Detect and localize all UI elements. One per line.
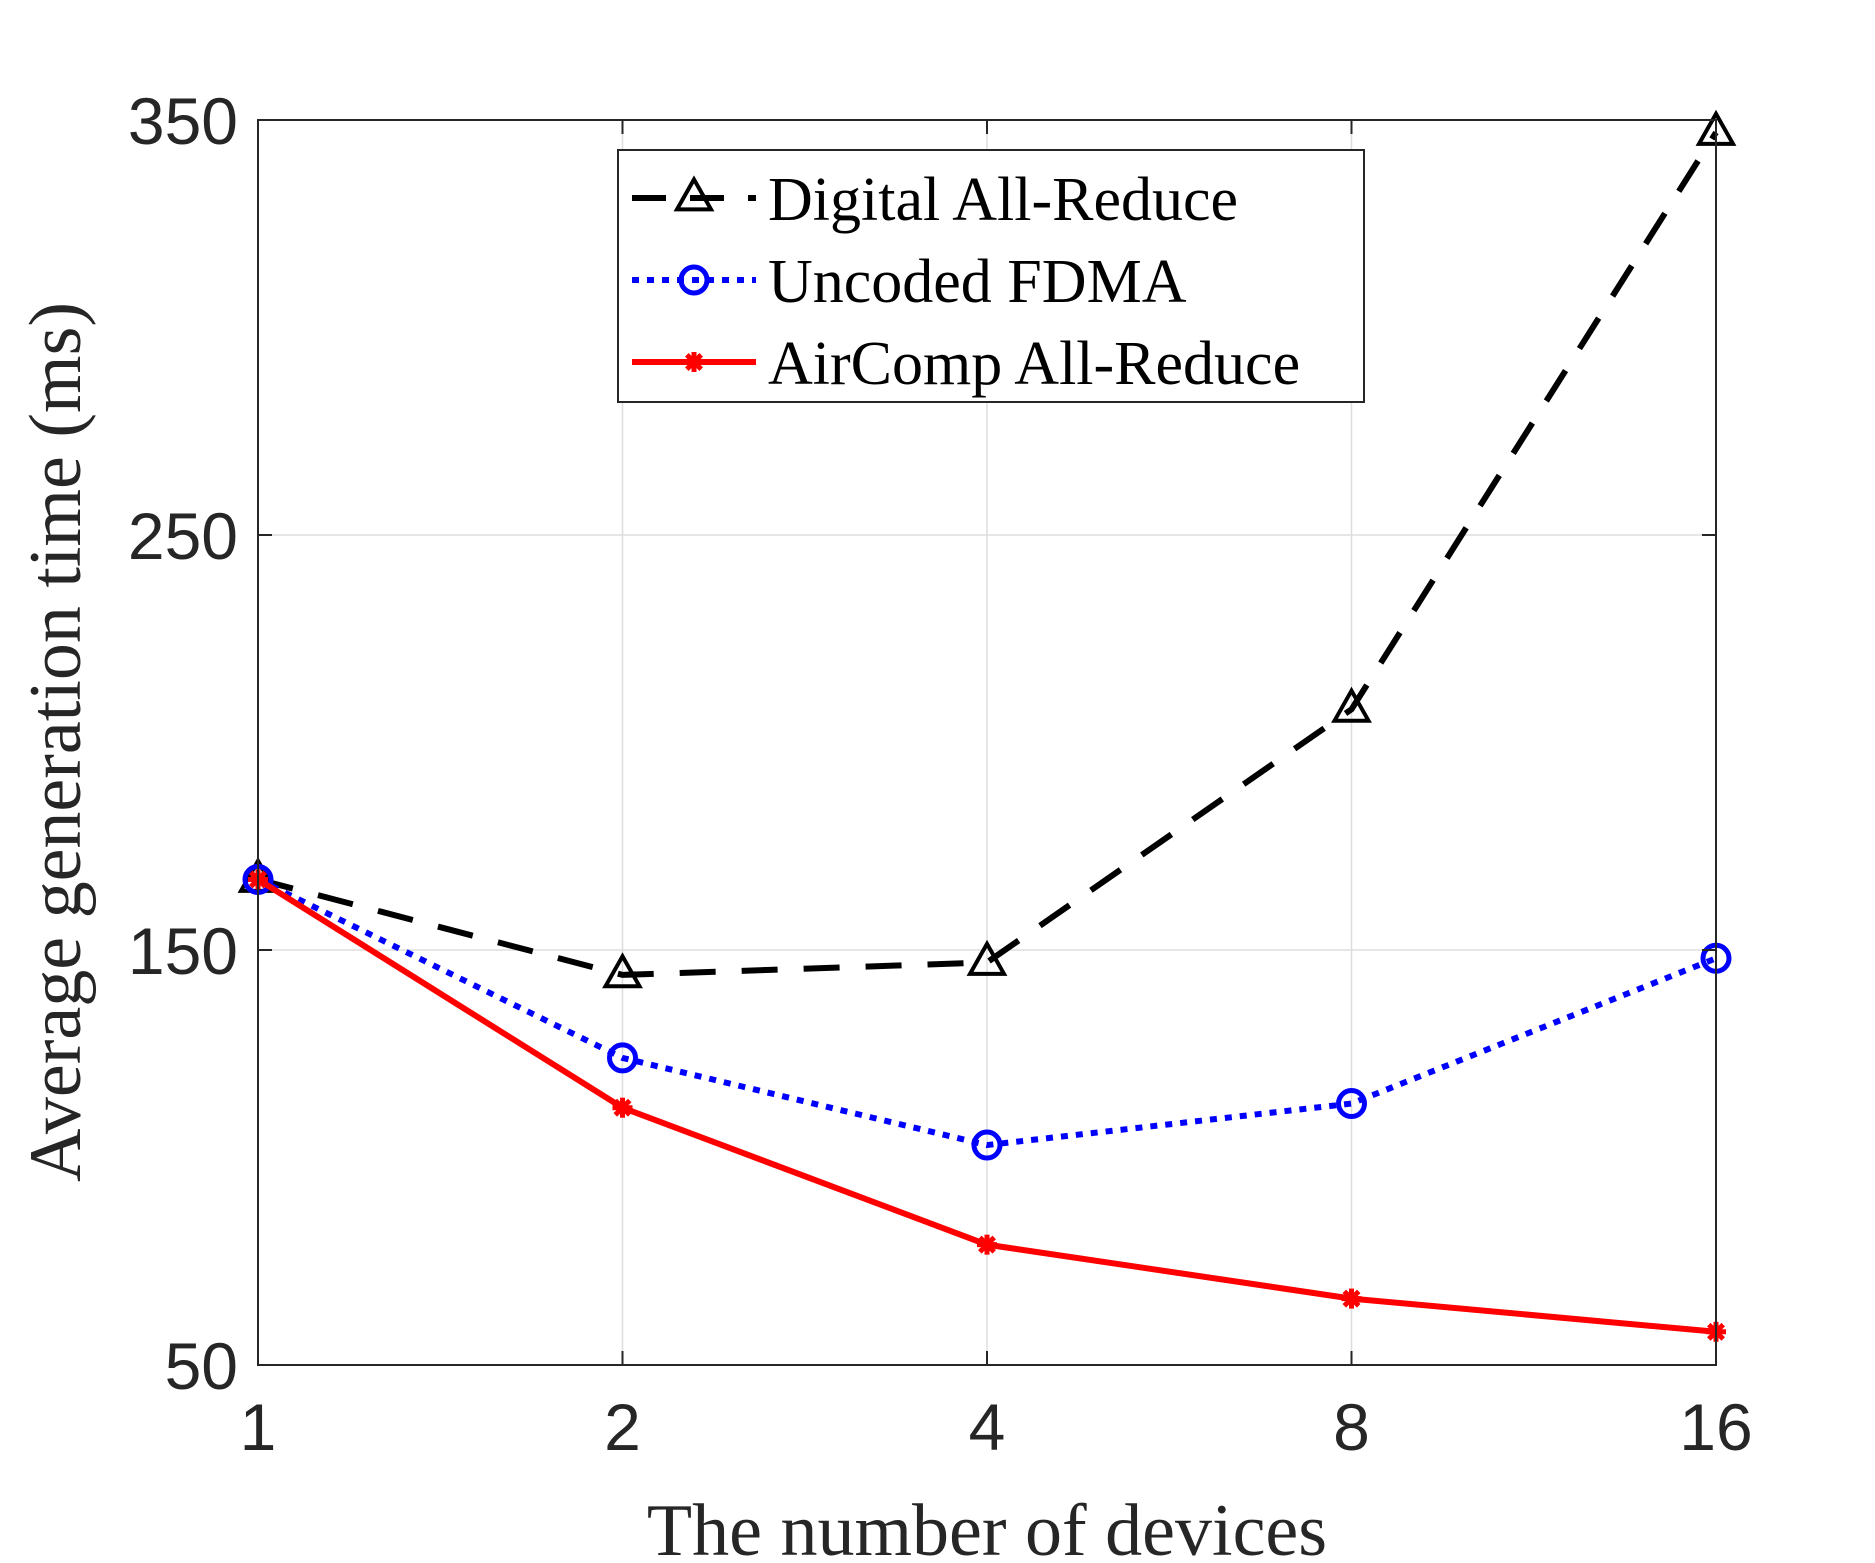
y-axis-label: Average generation time (ms) (15, 302, 97, 1182)
series-line-digital-all-reduce (257, 130, 1719, 978)
x-axis-label: The number of devices (647, 1490, 1327, 1563)
legend-marker-digital-all-reduce (673, 175, 715, 212)
y-tick-label: 350 (128, 84, 238, 158)
x-tick-label: 16 (1679, 1390, 1752, 1464)
axes: 1 2 4 8 16 50 150 250 350 (128, 84, 1753, 1464)
legend: Digital All-Reduce Uncoded FDMA AirComp Al… (617, 149, 1365, 403)
y-tick-label: 50 (165, 1329, 238, 1403)
point-digital-all-reduce (602, 952, 643, 989)
legend-label-digital-all-reduce: Digital All-Reduce (768, 166, 1238, 234)
x-tick-label: 1 (240, 1390, 277, 1464)
point-aircomp-all-reduce (1341, 1288, 1362, 1309)
x-tick-label: 8 (1333, 1390, 1370, 1464)
legend-label-aircomp-all-reduce: AirComp All-Reduce (768, 330, 1300, 398)
point-aircomp-all-reduce (612, 1097, 633, 1118)
point-digital-all-reduce (966, 939, 1008, 976)
asterisk-core (616, 1101, 629, 1114)
series-layer (237, 109, 1737, 1342)
y-tick-label: 250 (128, 499, 238, 573)
legend-label-uncoded-fdma: Uncoded FDMA (768, 248, 1187, 316)
asterisk-core (1345, 1292, 1358, 1305)
series-line-uncoded-fdma (256, 876, 1718, 1149)
point-uncoded-fdma (971, 1129, 1003, 1161)
asterisk-core (981, 1238, 993, 1251)
x-tick-label: 2 (604, 1390, 641, 1464)
point-digital-all-reduce (1331, 686, 1372, 723)
legend-marker-uncoded-fdma (678, 264, 710, 296)
x-tick-label: 4 (969, 1390, 1006, 1464)
point-uncoded-fdma (607, 1042, 638, 1074)
legend-marker-aircomp-all-reduce (684, 352, 704, 372)
y-tick-label: 150 (128, 914, 238, 988)
point-aircomp-all-reduce (977, 1234, 997, 1255)
asterisk-core (688, 356, 700, 368)
point-uncoded-fdma (1336, 1088, 1367, 1120)
